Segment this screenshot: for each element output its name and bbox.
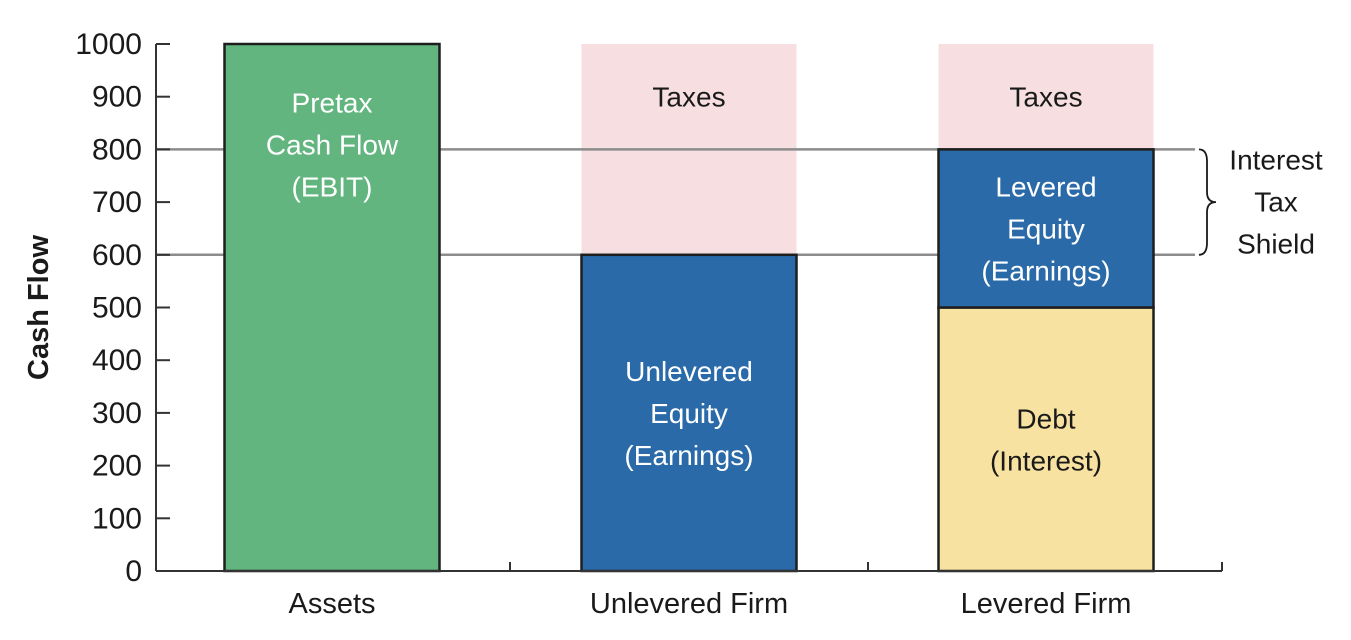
segment-label: Equity bbox=[1007, 213, 1085, 244]
y-tick-label: 600 bbox=[92, 239, 142, 272]
y-tick-label: 400 bbox=[92, 344, 142, 377]
annotation-brace bbox=[1198, 148, 1217, 256]
segment-label: (Earnings) bbox=[624, 440, 753, 471]
y-tick-label: 700 bbox=[92, 186, 142, 219]
annotation-label: Interest bbox=[1229, 144, 1323, 175]
y-tick-label: 200 bbox=[92, 450, 142, 483]
annotation-label: Shield bbox=[1237, 228, 1315, 259]
x-category-label: Levered Firm bbox=[961, 588, 1132, 620]
segment-label: (EBIT) bbox=[292, 172, 373, 203]
x-category-label: Assets bbox=[288, 588, 375, 620]
segment-label: Taxes bbox=[1009, 82, 1082, 113]
y-tick-label: 1000 bbox=[75, 28, 142, 61]
y-tick-label: 0 bbox=[125, 555, 142, 588]
y-tick-label: 100 bbox=[92, 502, 142, 535]
y-tick-label: 500 bbox=[92, 292, 142, 325]
bar-segment-2-2 bbox=[938, 44, 1154, 150]
bar-segment-outline-1-0 bbox=[580, 253, 798, 573]
y-tick-label: 800 bbox=[92, 133, 142, 166]
segment-label: (Earnings) bbox=[981, 255, 1110, 286]
y-tick-label: 300 bbox=[92, 397, 142, 430]
annotation-label: Tax bbox=[1254, 186, 1298, 217]
segment-label: Taxes bbox=[652, 82, 725, 113]
segment-label: Levered bbox=[995, 171, 1096, 202]
segment-label: Debt bbox=[1016, 403, 1075, 434]
segment-label: Pretax bbox=[292, 88, 373, 119]
y-tick-label: 900 bbox=[92, 81, 142, 114]
segment-label: (Interest) bbox=[990, 445, 1102, 476]
x-category-label: Unlevered Firm bbox=[590, 588, 788, 620]
bar-segment-outline-2-1 bbox=[937, 148, 1155, 309]
segment-label: Unlevered bbox=[625, 356, 753, 387]
bar-segment-outline-0-0 bbox=[223, 42, 441, 573]
y-axis-title: Cash Flow bbox=[23, 235, 55, 380]
segment-label: Cash Flow bbox=[266, 130, 399, 161]
bar-segment-outline-2-0 bbox=[937, 306, 1155, 573]
segment-label: Equity bbox=[650, 398, 728, 429]
